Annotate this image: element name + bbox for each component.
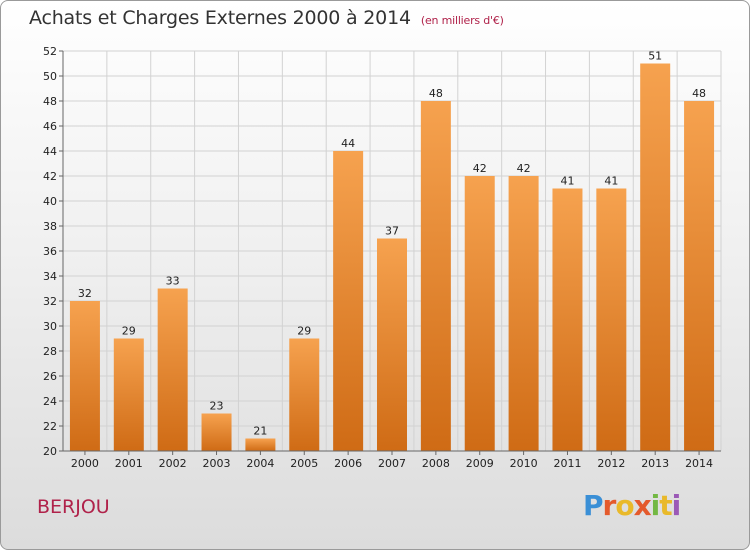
value-label: 48 [692, 87, 706, 100]
y-tick-label: 44 [43, 145, 57, 158]
x-tick-label: 2014 [685, 457, 713, 470]
bar [289, 338, 320, 451]
axes: 20 22 24 26 28 30 32 34 36 38 40 42 44 46 48 50 52 2000 20… [43, 45, 721, 470]
bar [508, 176, 539, 451]
y-tick-label: 26 [43, 370, 57, 383]
value-labels: 32 29 33 23 21 29 44 37 48 42 42 41 41 51 48 [78, 50, 706, 438]
value-label: 51 [648, 50, 662, 63]
value-label: 42 [473, 162, 487, 175]
bar [596, 188, 627, 451]
x-tick-label: 2004 [246, 457, 274, 470]
y-tick-label: 28 [43, 345, 57, 358]
x-tick-label: 2000 [71, 457, 99, 470]
x-tick-label: 2013 [641, 457, 669, 470]
bar [201, 413, 232, 451]
value-label: 41 [604, 175, 618, 188]
value-label: 37 [385, 225, 399, 238]
value-label: 23 [210, 400, 224, 413]
x-tick-label: 2009 [466, 457, 494, 470]
y-tick-label: 36 [43, 245, 57, 258]
y-tick-label: 38 [43, 220, 57, 233]
y-tick-label: 40 [43, 195, 57, 208]
x-tick-label: 2001 [115, 457, 143, 470]
bar [69, 301, 100, 451]
y-tick-label: 30 [43, 320, 57, 333]
y-tick-label: 52 [43, 45, 57, 58]
value-label: 41 [560, 175, 574, 188]
chart-title-text: Achats et Charges Externes 2000 à 2014 [29, 7, 411, 29]
place-name: BERJOU [37, 496, 110, 518]
x-tick-label: 2005 [290, 457, 318, 470]
bar [464, 176, 495, 451]
y-tick-label: 34 [43, 270, 57, 283]
chart-unit: (en milliers d'€) [420, 14, 504, 27]
value-label: 32 [78, 287, 92, 300]
x-tick-label: 2007 [378, 457, 406, 470]
bar [245, 438, 276, 451]
bar [640, 63, 671, 451]
bar [552, 188, 583, 451]
x-tick-label: 2003 [203, 457, 231, 470]
y-tick-label: 20 [43, 445, 57, 458]
bar [377, 238, 407, 451]
value-label: 29 [122, 325, 136, 338]
y-tick-label: 42 [43, 170, 57, 183]
bar [157, 288, 188, 451]
bar [684, 101, 715, 451]
y-tick-label: 24 [43, 395, 57, 408]
y-tick-label: 48 [43, 95, 57, 108]
x-tick-label: 2012 [597, 457, 625, 470]
x-tick-label: 2002 [159, 457, 187, 470]
value-label: 33 [166, 275, 180, 288]
bar [113, 338, 144, 451]
value-label: 29 [297, 325, 311, 338]
proxiti-logo: Proxiti [583, 489, 681, 522]
x-tick-label: 2011 [553, 457, 581, 470]
y-tick-label: 50 [43, 70, 57, 83]
y-tick-label: 32 [43, 295, 57, 308]
x-tick-label: 2006 [334, 457, 362, 470]
x-tick-label: 2008 [422, 457, 450, 470]
chart-title: Achats et Charges Externes 2000 à 2014 (e… [29, 7, 504, 29]
value-label: 48 [429, 87, 443, 100]
y-tick-label: 22 [43, 420, 57, 433]
y-tick-label: 46 [43, 120, 57, 133]
x-tick-label: 2010 [510, 457, 538, 470]
bar [420, 101, 451, 451]
bar [333, 151, 364, 451]
value-label: 21 [253, 425, 267, 438]
bars [69, 63, 715, 451]
value-label: 42 [517, 162, 531, 175]
value-label: 44 [341, 137, 355, 150]
